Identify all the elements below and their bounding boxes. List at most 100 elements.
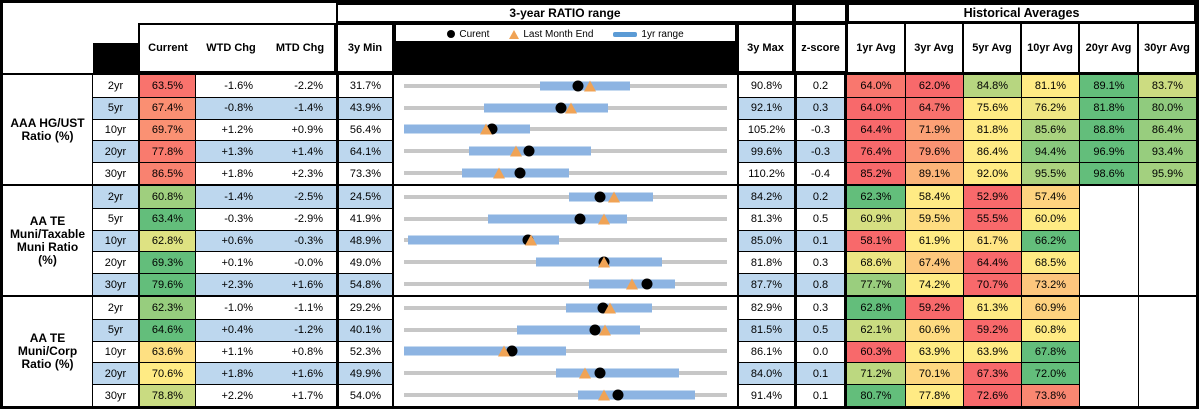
cell-avg-20yr xyxy=(1079,297,1138,319)
cell-3y-min: 73.3% xyxy=(336,162,394,184)
cell-range-chart xyxy=(394,362,737,385)
cell-avg-5yr: 67.3% xyxy=(963,362,1021,385)
cell-avg-1yr: 60.3% xyxy=(847,340,905,363)
legend-1yr-range-swatch-icon xyxy=(613,31,638,37)
cell-mtd-chg: -1.2% xyxy=(266,318,336,341)
cell-tenor: 5yr xyxy=(93,207,138,230)
cell-avg-5yr: 92.0% xyxy=(963,162,1021,184)
cell-avg-3yr: 64.7% xyxy=(905,96,963,119)
cell-range-chart xyxy=(394,297,737,319)
table-row: 2yr 62.3% -1.0% -1.1% 29.2% 82.9% 0.3 62.8% 59.2… xyxy=(93,297,1196,319)
table-header: 3-year RATIO range Historical Averages C… xyxy=(3,3,1196,75)
cell-3y-min: 48.9% xyxy=(336,229,394,252)
table-row: 30yr 79.6% +2.3% +1.6% 54.8% 87.7% 0.8 77.7% 74.… xyxy=(93,273,1196,295)
last-month-triangle-icon xyxy=(598,324,611,336)
cell-current: 86.5% xyxy=(138,162,196,184)
last-month-triangle-icon xyxy=(493,167,506,179)
cell-current: 63.4% xyxy=(138,207,196,230)
cell-avg-30yr xyxy=(1138,251,1196,274)
legend-last-month-end: Last Month End xyxy=(509,29,593,40)
cell-wtd-chg: -0.3% xyxy=(196,207,266,230)
cell-avg-20yr xyxy=(1079,186,1138,208)
col-header-3yr-avg: 3yr Avg xyxy=(905,23,963,73)
cell-current: 79.6% xyxy=(138,273,196,295)
table-body: AAA HG/UST Ratio (%) 2yr 63.5% -1.6% -2.2% 31… xyxy=(3,75,1196,406)
current-dot-icon xyxy=(612,389,624,401)
cell-3y-max: 84.0% xyxy=(737,362,794,385)
col-header-20yr-avg: 20yr Avg xyxy=(1079,23,1138,73)
cell-avg-20yr xyxy=(1079,384,1138,406)
cell-zscore: 0.3 xyxy=(794,96,847,119)
cell-avg-3yr: 62.0% xyxy=(905,75,963,97)
tenor-header-black-block xyxy=(93,23,138,73)
col-header-10yr-avg: 10yr Avg xyxy=(1021,23,1079,73)
cell-tenor: 10yr xyxy=(93,340,138,363)
cell-wtd-chg: +2.2% xyxy=(196,384,266,406)
current-dot-icon xyxy=(641,278,653,290)
cell-avg-30yr xyxy=(1138,384,1196,406)
cell-avg-3yr: 79.6% xyxy=(905,140,963,163)
cell-3y-max: 110.2% xyxy=(737,162,794,184)
cell-current: 63.6% xyxy=(138,340,196,363)
cell-zscore: 0.5 xyxy=(794,318,847,341)
cell-avg-1yr: 68.6% xyxy=(847,251,905,274)
cell-avg-10yr: 60.9% xyxy=(1021,297,1079,319)
cell-tenor: 2yr xyxy=(93,297,138,319)
last-month-triangle-icon xyxy=(625,278,638,290)
cell-tenor: 30yr xyxy=(93,162,138,184)
group-label: AAA HG/UST Ratio (%) xyxy=(3,75,93,184)
cell-avg-20yr xyxy=(1079,207,1138,230)
cell-3y-max: 92.1% xyxy=(737,96,794,119)
cell-wtd-chg: +1.8% xyxy=(196,362,266,385)
cell-tenor: 20yr xyxy=(93,251,138,274)
cell-avg-20yr xyxy=(1079,251,1138,274)
cell-wtd-chg: +1.3% xyxy=(196,140,266,163)
cell-avg-3yr: 58.4% xyxy=(905,186,963,208)
cell-avg-30yr xyxy=(1138,362,1196,385)
cell-avg-3yr: 74.2% xyxy=(905,273,963,295)
cell-current: 78.8% xyxy=(138,384,196,406)
cell-avg-20yr: 88.8% xyxy=(1079,118,1138,141)
cell-range-chart xyxy=(394,229,737,252)
cell-3y-min: 49.0% xyxy=(336,251,394,274)
cell-avg-10yr: 73.2% xyxy=(1021,273,1079,295)
cell-mtd-chg: +1.6% xyxy=(266,273,336,295)
table-row: 5yr 63.4% -0.3% -2.9% 41.9% 81.3% 0.5 60.9% 59.5… xyxy=(93,207,1196,230)
1yr-range-bar xyxy=(404,346,566,356)
1yr-range-bar xyxy=(484,103,608,113)
table-row: 20yr 69.3% +0.1% -0.0% 49.0% 81.8% 0.3 68.6% 67.… xyxy=(93,251,1196,274)
cell-3y-max: 90.8% xyxy=(737,75,794,97)
current-dot-icon xyxy=(574,213,586,225)
table-row: 30yr 86.5% +1.8% +2.3% 73.3% 110.2% -0.4 85.2% 8… xyxy=(93,162,1196,184)
cell-zscore: 0.2 xyxy=(794,186,847,208)
cell-range-chart xyxy=(394,96,737,119)
cell-avg-20yr: 81.8% xyxy=(1079,96,1138,119)
cell-avg-30yr: 95.9% xyxy=(1138,162,1196,184)
cell-3y-min: 56.4% xyxy=(336,118,394,141)
legend-current-dot-icon xyxy=(447,30,456,38)
col-header-wtd-chg: WTD Chg xyxy=(206,42,256,54)
cell-current: 63.5% xyxy=(138,75,196,97)
cell-avg-5yr: 59.2% xyxy=(963,318,1021,341)
cell-3y-min: 49.9% xyxy=(336,362,394,385)
cell-zscore: 0.3 xyxy=(794,297,847,319)
cell-avg-5yr: 52.9% xyxy=(963,186,1021,208)
cell-avg-10yr: 67.8% xyxy=(1021,340,1079,363)
cell-tenor: 20yr xyxy=(93,362,138,385)
1yr-range-bar xyxy=(517,325,640,335)
cell-range-chart xyxy=(394,75,737,97)
cell-wtd-chg: +0.4% xyxy=(196,318,266,341)
cell-avg-5yr: 63.9% xyxy=(963,340,1021,363)
cell-current: 62.8% xyxy=(138,229,196,252)
cell-avg-5yr: 86.4% xyxy=(963,140,1021,163)
cell-avg-20yr xyxy=(1079,362,1138,385)
cell-tenor: 10yr xyxy=(93,229,138,252)
last-month-triangle-icon xyxy=(598,213,611,225)
cell-avg-10yr: 85.6% xyxy=(1021,118,1079,141)
current-dot-icon xyxy=(514,167,526,179)
cell-zscore: 0.1 xyxy=(794,362,847,385)
cell-zscore: 0.8 xyxy=(794,273,847,295)
col-header-3y-max: 3y Max xyxy=(737,23,794,73)
cell-range-chart xyxy=(394,186,737,208)
historical-averages-title: Historical Averages xyxy=(847,3,1196,23)
